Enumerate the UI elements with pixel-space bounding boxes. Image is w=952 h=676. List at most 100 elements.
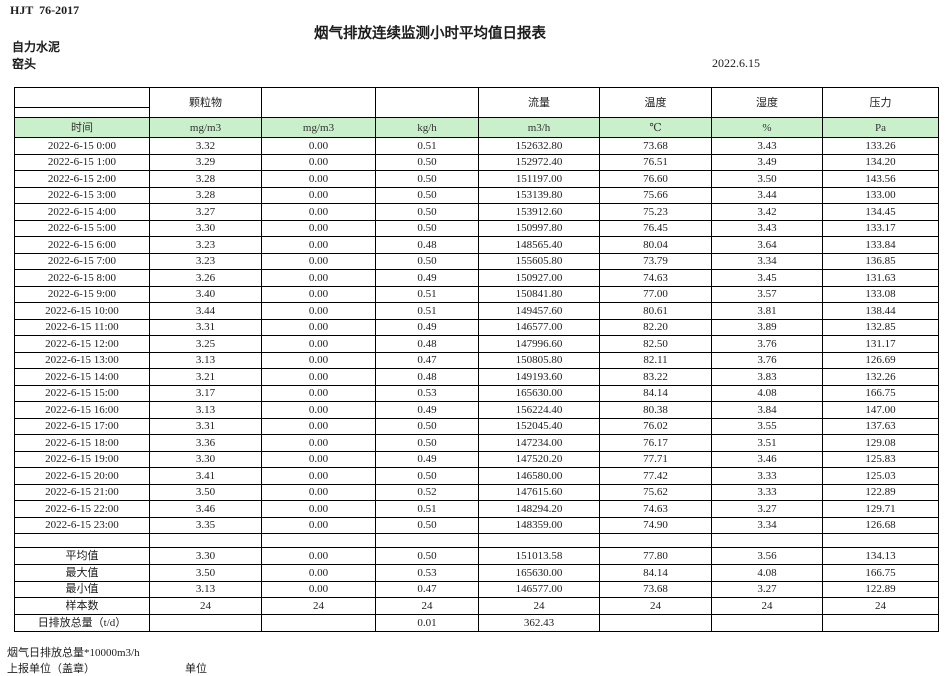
- table-cell: 138.44: [822, 302, 939, 320]
- table-cell: 125.83: [822, 450, 939, 468]
- table-cell: 0.00: [261, 203, 376, 221]
- table-cell: 3.35: [149, 516, 262, 534]
- table-cell: 0.49: [375, 401, 479, 419]
- table-cell: 3.41: [149, 467, 262, 485]
- table-cell: 3.27: [711, 500, 823, 518]
- table-cell: 0.00: [261, 547, 376, 565]
- table-cell: 0.00: [261, 335, 376, 353]
- table-cell: 136.85: [822, 252, 939, 270]
- table-cell: 3.43: [711, 219, 823, 237]
- unit-cell-pa: Pa: [822, 117, 939, 138]
- header-cell-particulate: 颗粒物: [149, 87, 262, 118]
- table-cell: 3.17: [149, 384, 262, 402]
- table-cell: 2022-6-15 11:00: [14, 318, 150, 336]
- table-cell: 3.21: [149, 368, 262, 386]
- table-cell: 147615.60: [478, 483, 600, 501]
- table-cell: 134.13: [822, 547, 939, 565]
- table-cell: 2022-6-15 22:00: [14, 500, 150, 518]
- table-cell: 2022-6-15 20:00: [14, 467, 150, 485]
- table-row: 2022-6-15 0:00 3.32 0.00 0.51 152632.80 73.68…: [14, 137, 939, 155]
- table-cell: 0.00: [261, 516, 376, 534]
- unit-cell-time: 时间: [14, 117, 150, 138]
- page-title: 烟气排放连续监测小时平均值日报表: [314, 26, 546, 42]
- table-cell: 133.00: [822, 186, 939, 204]
- table-cell: 80.38: [599, 401, 712, 419]
- table-cell: 3.56: [711, 547, 823, 565]
- table-cell: 153912.60: [478, 203, 600, 221]
- table-cell: 75.23: [599, 203, 712, 221]
- table-cell: 0.50: [375, 219, 479, 237]
- table-cell: 77.71: [599, 450, 712, 468]
- table-cell: 24: [599, 597, 712, 616]
- table-cell: 2022-6-15 10:00: [14, 302, 150, 320]
- unit-cell-mgm3: mg/m3: [149, 117, 262, 138]
- table-cell: 0.00: [261, 186, 376, 204]
- table-cell: 0.00: [261, 450, 376, 468]
- table-cell: 0.00: [261, 252, 376, 270]
- table-cell: 148359.00: [478, 516, 600, 534]
- table-cell: 131.63: [822, 269, 939, 287]
- table-cell: 3.28: [149, 170, 262, 188]
- header-cell-empty: [261, 87, 376, 118]
- monitoring-table: 颗粒物 流量 温度 湿度 压力 时间 mg/m3 mg/m3 kg/h m3/h…: [14, 87, 939, 632]
- table-cell: [822, 614, 939, 632]
- table-cell: 最大值: [14, 563, 150, 582]
- table-header: 颗粒物 流量 温度 湿度 压力 时间 mg/m3 mg/m3 kg/h m3/h…: [14, 87, 939, 138]
- table-cell: 0.50: [375, 547, 479, 565]
- table-cell: 3.50: [149, 563, 262, 582]
- table-cell: 3.49: [711, 153, 823, 171]
- table-cell: 132.26: [822, 368, 939, 386]
- table-cell: 0.53: [375, 384, 479, 402]
- table-cell: 147234.00: [478, 434, 600, 452]
- table-cell: 3.27: [149, 203, 262, 221]
- table-cell: 24: [261, 597, 376, 616]
- table-cell: 0.51: [375, 137, 479, 155]
- table-cell: 0.51: [375, 302, 479, 320]
- table-cell: 2022-6-15 2:00: [14, 170, 150, 188]
- table-row: 2022-6-15 13:00 3.13 0.00 0.47 150805.80 82.1…: [14, 351, 939, 369]
- table-cell: 3.46: [711, 450, 823, 468]
- table-row: 2022-6-15 21:00 3.50 0.00 0.52 147615.60 75.6…: [14, 483, 939, 501]
- table-cell: 3.44: [711, 186, 823, 204]
- table-cell: 76.51: [599, 153, 712, 171]
- table-cell: 3.46: [149, 500, 262, 518]
- table-cell: 0.00: [261, 401, 376, 419]
- table-cell: 3.32: [149, 137, 262, 155]
- table-cell: 4.08: [711, 384, 823, 402]
- table-cell: 24: [149, 597, 262, 616]
- table-cell: 0.00: [261, 500, 376, 518]
- table-cell: 3.13: [149, 401, 262, 419]
- table-cell: 3.26: [149, 269, 262, 287]
- table-cell: 150805.80: [478, 351, 600, 369]
- table-cell: 362.43: [478, 614, 600, 632]
- table-cell: 155605.80: [478, 252, 600, 270]
- table-cell: 3.45: [711, 269, 823, 287]
- table-cell: [599, 614, 712, 632]
- table-cell: 24: [478, 597, 600, 616]
- table-cell: 0.49: [375, 269, 479, 287]
- table-cell: 152632.80: [478, 137, 600, 155]
- unit-cell-percent: %: [711, 117, 823, 138]
- header-cell-pressure: 压力: [822, 87, 939, 118]
- footer-unit-label: 单位: [185, 663, 207, 675]
- table-cell: 3.51: [711, 434, 823, 452]
- table-cell: 0.51: [375, 285, 479, 303]
- table-cell: 0.00: [261, 236, 376, 254]
- table-cell: 0.00: [261, 417, 376, 435]
- table-row: 2022-6-15 5:00 3.30 0.00 0.50 150997.80 76.45…: [14, 219, 939, 237]
- table-row: 2022-6-15 9:00 3.40 0.00 0.51 150841.80 77.00…: [14, 285, 939, 303]
- table-row: 2022-6-15 15:00 3.17 0.00 0.53 165630.00 84.1…: [14, 384, 939, 402]
- table-cell: [261, 614, 376, 632]
- table-cell: 3.13: [149, 580, 262, 599]
- summary-row: 平均值 3.30 0.00 0.50 151013.58 77.80 3.56 134.13: [14, 547, 939, 565]
- header-cell-temperature: 温度: [599, 87, 712, 118]
- table-cell: 125.03: [822, 467, 939, 485]
- table-cell: 80.61: [599, 302, 712, 320]
- table-cell: 129.71: [822, 500, 939, 518]
- table-row: 2022-6-15 3:00 3.28 0.00 0.50 153139.80 75.66…: [14, 186, 939, 204]
- table-cell: 3.55: [711, 417, 823, 435]
- table-cell: [478, 533, 600, 548]
- table-cell: 137.63: [822, 417, 939, 435]
- table-cell: 2022-6-15 1:00: [14, 153, 150, 171]
- table-cell: 3.57: [711, 285, 823, 303]
